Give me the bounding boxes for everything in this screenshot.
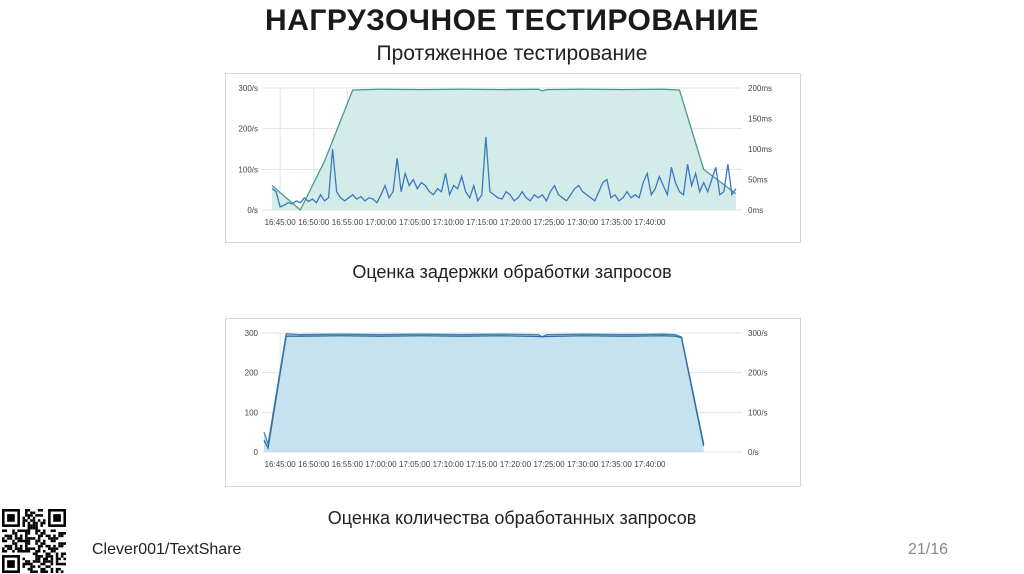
throughput-area <box>272 89 736 210</box>
x-tick-label: 17:30:00 <box>567 460 599 469</box>
x-tick-label: 17:35:00 <box>601 218 633 227</box>
y-right-tick-label: 200/s <box>748 369 768 378</box>
x-tick-label: 16:45:00 <box>265 218 297 227</box>
y-right-tick-label: 300/s <box>748 329 768 338</box>
latency-line <box>271 136 737 208</box>
latency-chart: 0/s 100/s 200/s 300/s 0ms 50ms 100ms 150ms 200ms… <box>238 84 772 227</box>
footer-source: Clever001/TextShare <box>92 541 242 558</box>
x-tick-label: 17:35:00 <box>601 460 633 469</box>
requests-chart-frame: 0 100 200 300 0/s 100/s 200/s 300/s 16:45:00 16:5… <box>225 318 801 487</box>
y-right-tick-label: 0/s <box>748 448 759 457</box>
x-tick-label: 17:20:00 <box>500 460 532 469</box>
slide-subtitle: Протяженное тестирование <box>376 42 648 65</box>
processed-count-area <box>264 333 704 452</box>
latency-chart-frame: 0/s 100/s 200/s 300/s 0ms 50ms 100ms 150ms 200ms… <box>225 73 801 243</box>
y-right-tick-label: 150ms <box>748 115 772 124</box>
x-tick-label: 17:20:00 <box>500 218 532 227</box>
y-right-tick-label: 0ms <box>748 206 763 215</box>
y-left-tick-label: 0/s <box>247 206 258 215</box>
x-tick-label: 17:25:00 <box>533 460 565 469</box>
y-right-tick-label: 50ms <box>748 176 768 185</box>
x-tick-label: 17:05:00 <box>399 218 431 227</box>
y-left-tick-label: 200/s <box>238 125 258 134</box>
y-left-tick-label: 300 <box>245 329 259 338</box>
page-number: 21/16 <box>907 541 948 558</box>
x-tick-label: 17:10:00 <box>433 460 465 469</box>
requests-chart-caption: Оценка количества обработанных запросов <box>327 508 697 528</box>
x-tick-label: 16:50:00 <box>298 460 330 469</box>
x-tick-label: 17:00:00 <box>365 460 397 469</box>
x-tick-label: 17:00:00 <box>365 218 397 227</box>
x-tick-label: 17:25:00 <box>533 218 565 227</box>
x-tick-label: 17:15:00 <box>466 218 498 227</box>
latency-chart-caption: Оценка задержки обработки запросов <box>352 262 672 282</box>
y-left-tick-label: 0 <box>254 448 259 457</box>
x-tick-label: 17:40:00 <box>634 460 666 469</box>
y-right-tick-label: 100/s <box>748 408 768 417</box>
x-tick-label: 16:50:00 <box>298 218 330 227</box>
qr-code-icon <box>2 509 66 573</box>
y-right-tick-label: 100ms <box>748 145 772 154</box>
x-tick-label: 17:05:00 <box>399 460 431 469</box>
x-tick-label: 16:55:00 <box>332 460 364 469</box>
y-right-tick-label: 200ms <box>748 84 772 93</box>
processed-count-line <box>263 333 705 445</box>
slide-title: НАГРУЗОЧНОЕ ТЕСТИРОВАНИЕ <box>265 4 759 37</box>
throughput-line <box>271 88 737 212</box>
x-tick-label: 17:40:00 <box>634 218 666 227</box>
y-left-tick-label: 100 <box>245 408 259 417</box>
x-tick-label: 17:10:00 <box>433 218 465 227</box>
x-tick-label: 16:45:00 <box>265 460 297 469</box>
x-tick-label: 17:15:00 <box>466 460 498 469</box>
y-left-tick-label: 200 <box>245 369 259 378</box>
x-tick-label: 16:55:00 <box>332 218 364 227</box>
processed-rate-line <box>263 335 705 451</box>
x-tick-label: 17:30:00 <box>567 218 599 227</box>
y-left-tick-label: 100/s <box>238 165 258 174</box>
y-left-tick-label: 300/s <box>238 84 258 93</box>
